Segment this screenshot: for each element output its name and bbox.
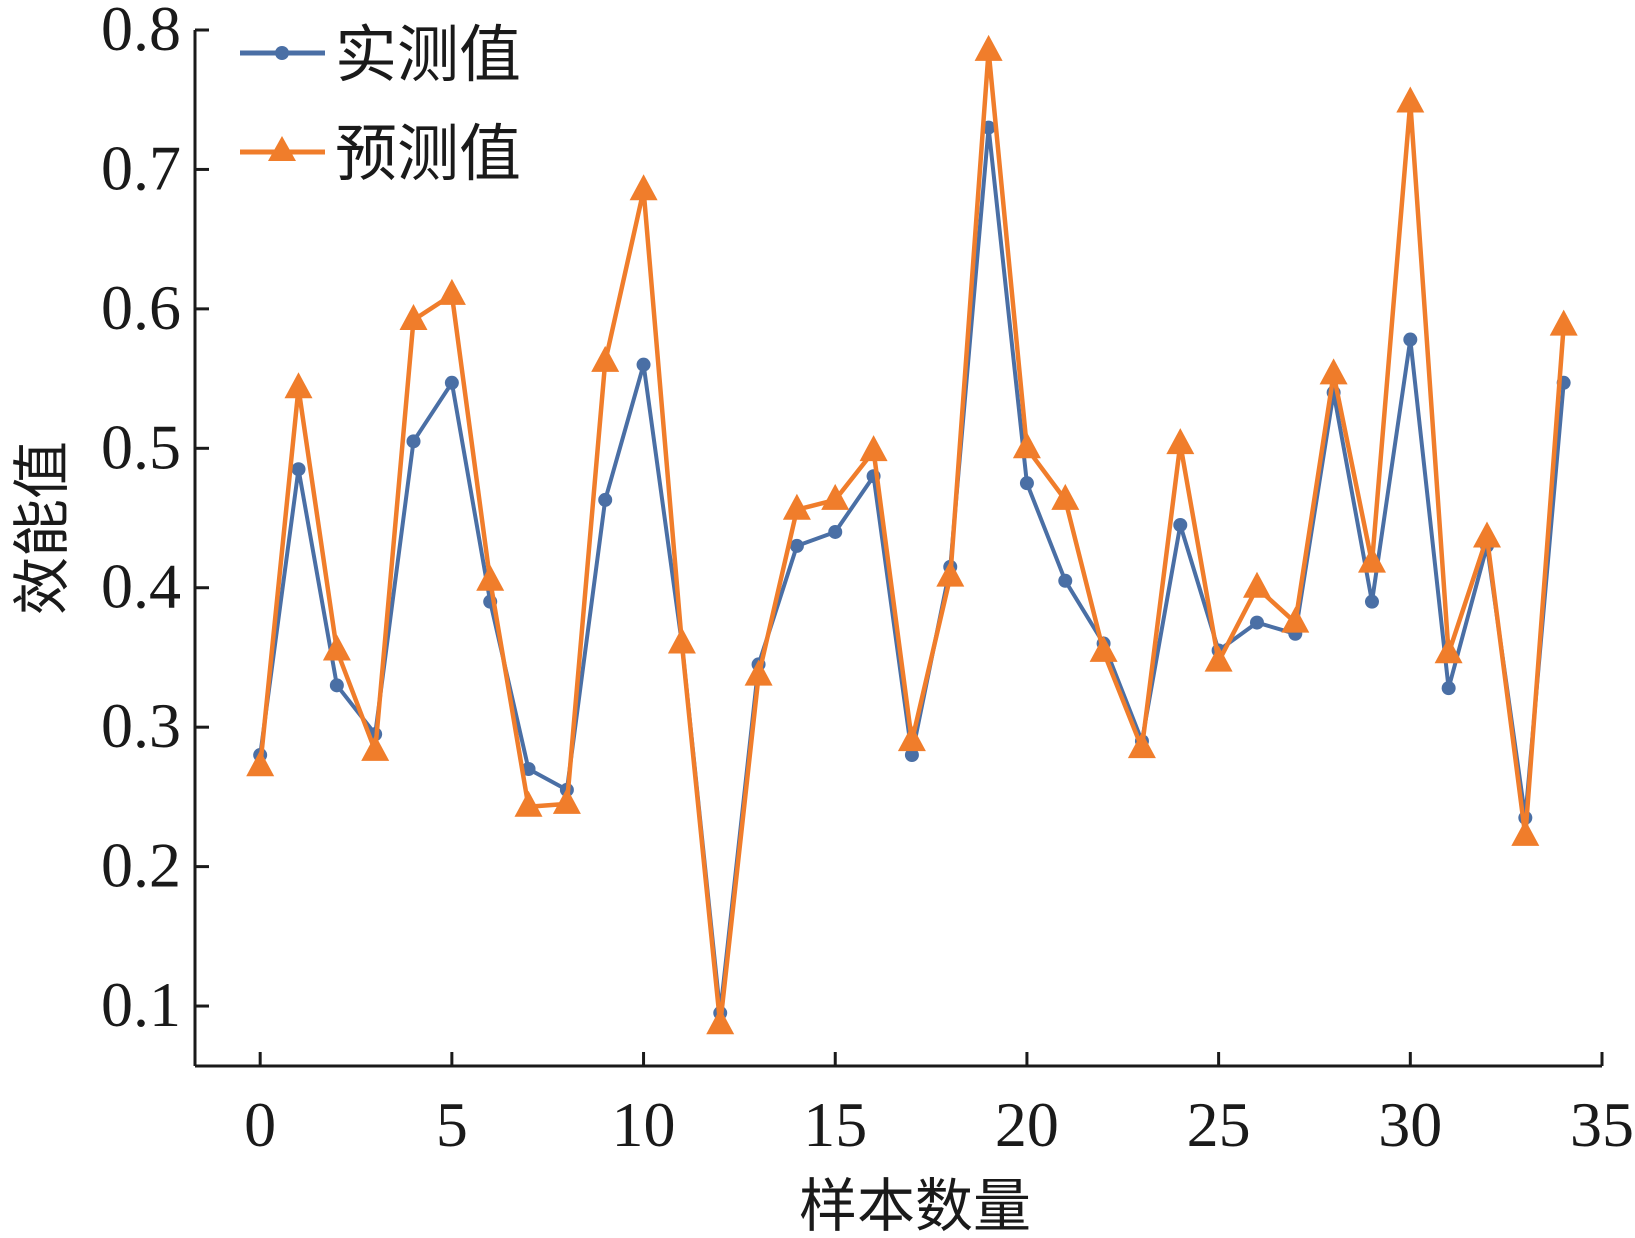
data-point-measured [521, 762, 536, 777]
data-point-predicted [1319, 358, 1348, 385]
data-point-predicted [1473, 521, 1501, 548]
data-point-measured [1019, 476, 1034, 491]
data-point-predicted [361, 734, 390, 761]
x-tick-label: 25 [1187, 1089, 1251, 1160]
data-point-predicted [1012, 432, 1041, 459]
data-point-predicted [1434, 637, 1463, 664]
data-point-predicted [284, 372, 313, 399]
data-point-predicted [667, 627, 696, 654]
series-line-predicted [257, 48, 1566, 1027]
y-tick-label: 0.4 [101, 551, 181, 622]
x-tick-label: 5 [436, 1089, 468, 1160]
data-point-predicted [1243, 571, 1271, 598]
data-point-measured [1058, 573, 1073, 588]
y-ticks: 0.1 0.2 0.3 0.4 0.5 0.6 0.7 0.8 [101, 0, 209, 1040]
data-point-measured [789, 538, 804, 553]
data-point-measured [291, 462, 306, 477]
data-point-predicted [1127, 732, 1156, 759]
legend-label-measured: 实测值 [335, 22, 521, 90]
data-point-predicted [1051, 483, 1080, 510]
data-point-predicted [437, 278, 466, 305]
y-tick-label: 0.2 [101, 830, 181, 901]
legend: 实测值 预测值 [240, 22, 521, 189]
data-point-measured [598, 492, 613, 507]
data-point-measured [1249, 615, 1264, 630]
data-point-measured [329, 678, 344, 693]
x-tick-label: 0 [244, 1089, 276, 1160]
data-point-predicted [1204, 645, 1233, 672]
data-point-predicted [782, 493, 811, 520]
data-point-predicted [1166, 428, 1195, 455]
y-tick-label: 0.6 [101, 272, 181, 343]
data-point-predicted [859, 435, 888, 462]
data-point-predicted [1089, 635, 1118, 662]
data-point-measured [406, 434, 421, 449]
x-tick-label: 15 [803, 1089, 867, 1160]
data-point-measured [904, 748, 919, 763]
x-tick-label: 30 [1378, 1089, 1442, 1160]
data-point-predicted [246, 750, 275, 777]
data-point-predicted [1281, 606, 1310, 633]
data-point-predicted [821, 483, 850, 510]
x-tick-label: 35 [1570, 1089, 1634, 1160]
series-predicted [246, 34, 1578, 1035]
data-point-predicted [629, 174, 658, 201]
y-tick-label: 0.1 [101, 969, 181, 1040]
data-point-predicted [1396, 86, 1425, 113]
y-axis-title: 效能值 [10, 441, 75, 615]
data-point-measured [1364, 594, 1379, 609]
data-point-predicted [936, 560, 965, 587]
x-tick-label: 10 [612, 1089, 676, 1160]
data-point-predicted [476, 564, 505, 591]
data-point-predicted [1549, 309, 1578, 336]
y-tick-label: 0.3 [101, 690, 181, 761]
data-point-predicted [1358, 546, 1386, 573]
data-point-predicted [744, 659, 773, 686]
legend-marker-measured [275, 46, 289, 60]
data-point-measured [1441, 681, 1456, 696]
y-tick-label: 0.7 [101, 132, 181, 203]
data-point-predicted [974, 34, 1003, 61]
data-point-predicted [706, 1008, 735, 1035]
data-point-predicted [1511, 819, 1540, 846]
data-point-predicted [897, 725, 926, 752]
data-point-measured [1403, 332, 1418, 347]
x-ticks: 0 5 10 15 20 25 30 35 [244, 1052, 1634, 1160]
data-point-predicted [514, 790, 543, 817]
data-point-predicted [552, 787, 581, 814]
data-point-measured [828, 524, 843, 539]
y-tick-label: 0.8 [101, 0, 181, 64]
data-point-predicted [591, 345, 620, 372]
axes [193, 30, 1602, 1068]
x-tick-label: 20 [995, 1089, 1059, 1160]
data-point-measured [444, 375, 459, 390]
data-point-predicted [322, 634, 351, 661]
legend-label-predicted: 预测值 [335, 121, 521, 189]
legend-marker-predicted [268, 136, 296, 161]
y-tick-label: 0.5 [101, 411, 181, 482]
data-point-predicted [399, 304, 428, 330]
series-layer [246, 34, 1578, 1035]
data-point-measured [636, 357, 651, 372]
data-point-measured [1173, 517, 1188, 532]
x-axis-title: 样本数量 [799, 1174, 1031, 1238]
